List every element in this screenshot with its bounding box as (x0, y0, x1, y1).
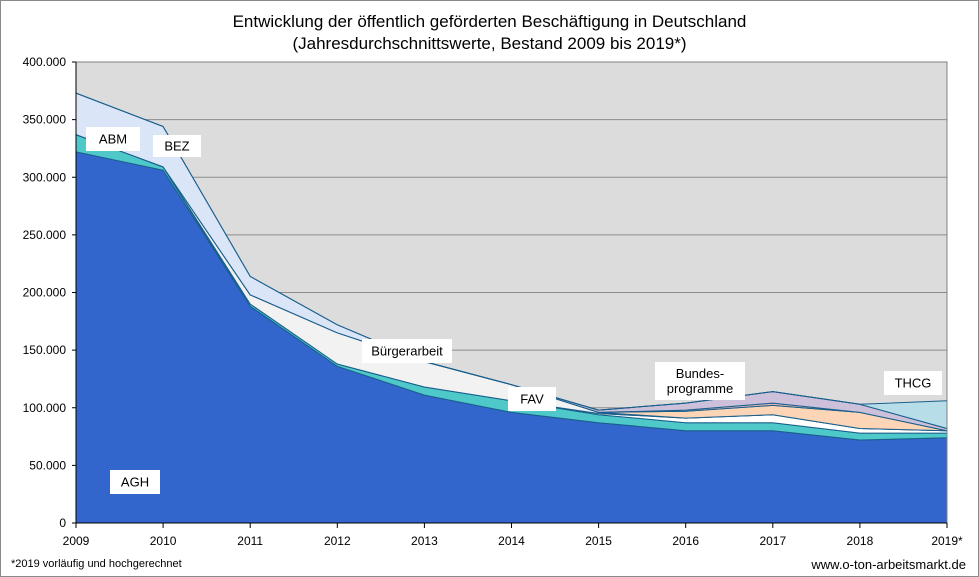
x-tick-label: 2013 (411, 534, 438, 548)
x-tick-label: 2015 (585, 534, 612, 548)
series-label-text: ABM (99, 132, 127, 147)
series-label-box (884, 371, 942, 395)
x-tick-label: 2010 (150, 534, 177, 548)
series-label-box (655, 362, 745, 400)
y-tick-label: 350.000 (23, 113, 67, 127)
y-tick-label: 200.000 (23, 286, 67, 300)
series-label-box (508, 387, 556, 411)
series-label-bundes-: Bundes-programme (655, 362, 745, 400)
series-label-box (86, 127, 140, 151)
series-label-box (110, 470, 160, 494)
series-label-thcg: THCG (884, 371, 942, 395)
y-tick-label: 250.000 (23, 228, 67, 242)
y-tick-label: 0 (59, 516, 66, 530)
x-tick-label: 2018 (847, 534, 874, 548)
source-url: www.o-ton-arbeitsmarkt.de (811, 557, 966, 572)
series-label-text: AGH (121, 475, 149, 490)
series-label-text: FAV (520, 392, 544, 407)
series-label-box (153, 135, 201, 157)
x-tick-label: 2009 (63, 534, 90, 548)
series-label-agh: AGH (110, 470, 160, 494)
y-tick-label: 300.000 (23, 170, 67, 184)
series-label-text: programme (667, 381, 733, 396)
series-label-text: Bürgerarbeit (371, 344, 443, 359)
chart-title: Entwicklung der öffentlich geförderten B… (232, 12, 747, 31)
x-tick-label: 2017 (759, 534, 786, 548)
x-tick-label: 2011 (237, 534, 263, 548)
y-tick-label: 100.000 (23, 401, 67, 415)
y-tick-label: 400.000 (23, 55, 67, 69)
x-tick-label: 2012 (324, 534, 351, 548)
footnote: *2019 vorläufig und hochgerechnet (11, 558, 182, 570)
series-label-text: BEZ (164, 139, 189, 154)
chart-subtitle: (Jahresdurchschnittswerte, Bestand 2009 … (292, 34, 687, 53)
y-tick-label: 50.000 (29, 458, 66, 472)
x-tick-label: 2019* (931, 534, 963, 548)
x-tick-label: 2016 (672, 534, 699, 548)
series-label-bez: BEZ (153, 135, 201, 157)
x-tick-label: 2014 (498, 534, 525, 548)
series-label-bürgerarbeit: Bürgerarbeit (362, 339, 452, 363)
series-label-text: THCG (895, 376, 932, 391)
y-tick-label: 150.000 (23, 343, 67, 357)
series-label-abm: ABM (86, 127, 140, 151)
series-label-box (362, 339, 452, 363)
series-label-text: Bundes- (676, 366, 724, 381)
series-label-fav: FAV (508, 387, 556, 411)
